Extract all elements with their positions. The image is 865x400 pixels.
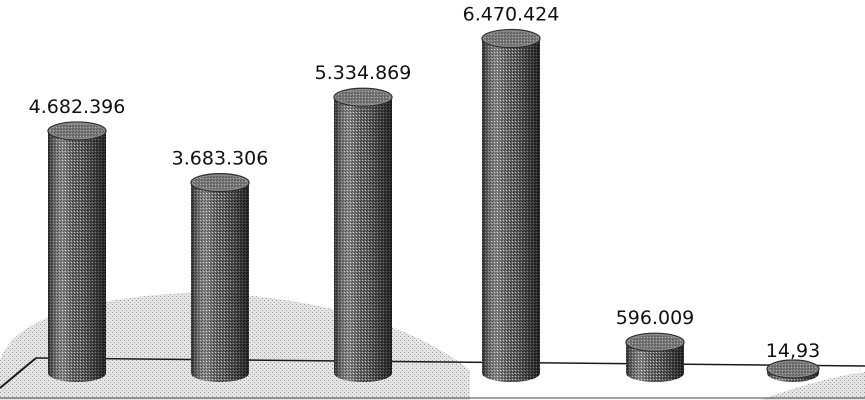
bar-6 bbox=[766, 359, 820, 382]
value-label-4: 6.470.424 bbox=[463, 4, 560, 26]
floor-edge-left bbox=[0, 357, 37, 389]
bar-top-texture bbox=[193, 175, 247, 190]
bar-shading bbox=[482, 38, 540, 383]
bar-3 bbox=[333, 87, 393, 383]
bar-5 bbox=[625, 332, 685, 382]
value-label-1: 4.682.396 bbox=[29, 96, 126, 118]
value-label-5: 596.009 bbox=[616, 307, 695, 329]
bar-1 bbox=[47, 121, 107, 382]
bar-top-texture bbox=[628, 335, 682, 350]
bar-shading bbox=[191, 182, 249, 382]
value-labels: 4.682.396 3.683.306 5.334.869 6.470.424 596.… bbox=[29, 4, 821, 362]
bar-shading bbox=[626, 342, 684, 382]
bar-4 bbox=[481, 28, 541, 383]
value-label-2: 3.683.306 bbox=[172, 148, 269, 170]
bar-shading bbox=[48, 130, 106, 382]
floor-shade-right bbox=[760, 372, 865, 400]
bar-top-texture bbox=[484, 31, 538, 46]
bar-top-texture bbox=[50, 123, 104, 138]
bar-series bbox=[47, 28, 820, 383]
value-label-3: 5.334.869 bbox=[315, 62, 412, 84]
bar-2 bbox=[190, 173, 250, 382]
bar-top-texture bbox=[336, 90, 390, 105]
plot-floor bbox=[0, 292, 865, 400]
value-label-6: 14,93 bbox=[766, 340, 820, 362]
bar-top-texture bbox=[769, 362, 817, 376]
bar-shading bbox=[334, 97, 392, 383]
floor-line bbox=[35, 357, 865, 367]
